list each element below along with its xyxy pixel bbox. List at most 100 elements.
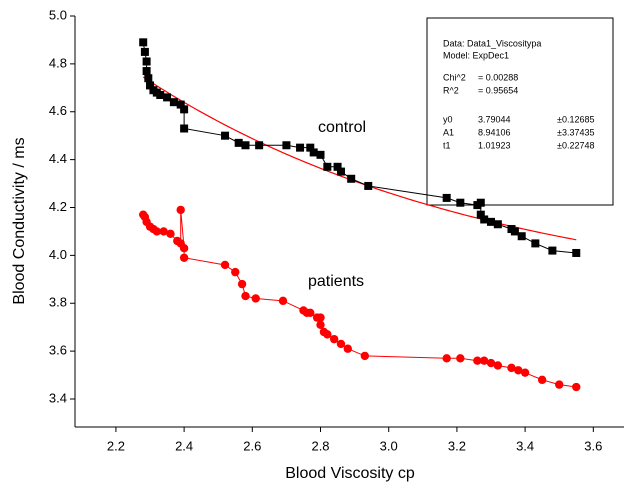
point [159, 227, 168, 236]
point [479, 356, 489, 365]
point [152, 227, 162, 236]
point [517, 232, 526, 241]
point [237, 279, 247, 289]
point [221, 131, 230, 140]
point [241, 141, 250, 150]
point [144, 74, 153, 83]
stat-label: Chi^2 [443, 72, 466, 82]
point [231, 267, 240, 277]
point [234, 138, 243, 147]
point [241, 291, 250, 301]
point [316, 320, 325, 329]
point [179, 243, 189, 253]
fit-curve [142, 76, 577, 241]
point [537, 375, 547, 385]
stat-value: = 0.00288 [478, 72, 518, 82]
point [169, 98, 178, 107]
y-tick-label: 4.4 [49, 151, 67, 166]
point [176, 100, 185, 109]
x-tick-label: 3.0 [380, 438, 398, 453]
param-value: 3.79044 [478, 114, 511, 124]
point [255, 141, 264, 150]
stat-value: = 0.95654 [478, 85, 518, 95]
y-tick-label: 4.2 [49, 199, 67, 214]
point [309, 148, 318, 157]
param-error: ±0.22748 [557, 140, 594, 150]
point [180, 105, 189, 114]
x-tick-label: 2.4 [175, 438, 193, 453]
fit-data: Data: Data1_Viscositypa [443, 38, 541, 48]
x-tick-label: 3.6 [584, 438, 602, 453]
point [555, 380, 564, 389]
x-tick-label: 3.4 [516, 438, 534, 453]
y-tick-label: 5.0 [49, 7, 67, 22]
point [531, 239, 540, 248]
param-value: 1.01923 [478, 140, 511, 150]
point [163, 93, 172, 102]
point [456, 198, 465, 207]
param-name: t1 [443, 140, 451, 150]
point [142, 67, 151, 76]
point [572, 248, 581, 257]
point [456, 354, 465, 363]
point [282, 141, 291, 150]
x-tick-label: 2.2 [107, 438, 125, 453]
point [347, 174, 356, 183]
point [278, 296, 288, 306]
point [142, 57, 151, 66]
point [251, 294, 260, 303]
y-tick-label: 3.8 [49, 295, 67, 310]
point [486, 358, 496, 368]
x-tick-label: 2.8 [311, 438, 329, 453]
point [360, 351, 370, 361]
point [476, 210, 485, 219]
point [442, 354, 451, 363]
point [493, 220, 502, 229]
point [343, 344, 352, 353]
y-tick-label: 4.8 [49, 55, 67, 70]
fit-model: Model: ExpDec1 [443, 50, 509, 60]
point [296, 143, 305, 152]
point [323, 162, 332, 171]
series-line [142, 209, 577, 388]
point [493, 361, 503, 370]
point [480, 215, 489, 224]
point [179, 253, 189, 262]
point [442, 193, 451, 202]
point [333, 162, 342, 171]
point [476, 198, 485, 207]
point [520, 368, 530, 377]
x-axis-title: Blood Viscosity cp [285, 465, 415, 482]
param-value: 8.94106 [478, 127, 511, 137]
point [146, 81, 155, 90]
point [156, 90, 165, 99]
point [140, 47, 149, 56]
point [514, 366, 523, 375]
x-tick-label: 2.6 [243, 438, 261, 453]
param-error: ±0.12685 [557, 114, 594, 124]
y-tick-label: 4.0 [49, 247, 67, 262]
param-name: A1 [443, 127, 454, 137]
param-error: ±3.37435 [557, 127, 594, 137]
point [166, 229, 175, 239]
point [139, 38, 148, 47]
point [306, 143, 315, 152]
y-tick-label: 3.6 [49, 343, 67, 358]
point [548, 246, 557, 255]
point [306, 308, 315, 318]
param-name: y0 [443, 114, 453, 124]
point [329, 334, 339, 344]
point [323, 330, 332, 339]
point [364, 181, 373, 190]
x-tick-label: 3.2 [448, 438, 466, 453]
point [176, 205, 185, 215]
point [336, 167, 345, 176]
y-axis-title: Blood Conductivity / ms [11, 137, 28, 304]
series-label: patients [308, 273, 364, 290]
point [316, 313, 325, 322]
annotation-box [426, 17, 614, 206]
y-tick-label: 3.4 [49, 390, 67, 405]
y-tick-label: 4.6 [49, 103, 67, 118]
point [316, 150, 325, 159]
